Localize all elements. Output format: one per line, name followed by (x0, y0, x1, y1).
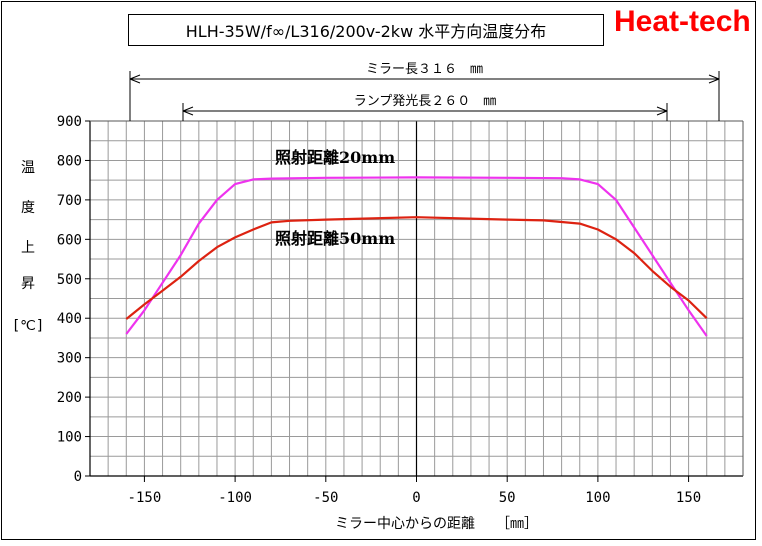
y-tick-label: 700 (57, 193, 82, 209)
y-tick-label: 600 (57, 232, 82, 248)
y-tick-label: 0 (74, 469, 82, 485)
x-tick-label: -100 (218, 490, 252, 506)
series-label-50mm: 照射距離50mm (275, 229, 395, 248)
mirror-length-arrow-right (708, 74, 720, 84)
y-tick-label: 300 (57, 351, 82, 367)
x-tick-label: -50 (313, 490, 338, 506)
x-tick-label: 150 (676, 490, 701, 506)
lamp-length-arrow-right (656, 106, 668, 116)
y-axis-label-char: 度 (21, 200, 35, 216)
series-label-20mm: 照射距離20mm (275, 148, 395, 167)
chart-axes (85, 120, 744, 482)
mirror-length-arrow-left (129, 74, 141, 84)
x-axis-label: ミラー中心からの距離 ［㎜］ (335, 515, 538, 532)
x-tick-label: 50 (499, 490, 516, 506)
lamp-length-label: ランプ発光長２６０ ㎜ (354, 94, 497, 109)
x-tick-label: 100 (585, 490, 610, 506)
y-axis-label-char: 上 (21, 240, 35, 256)
y-axis-label-char: [℃] (12, 318, 45, 334)
y-tick-label: 900 (57, 114, 82, 130)
y-axis-label-char: 温 (21, 160, 35, 176)
y-tick-label: 100 (57, 430, 82, 446)
chart-labels: 0 100 200 300 400 500 600 700 800 900 -150 -100 -50 0… (12, 114, 702, 532)
y-tick-label: 800 (57, 153, 82, 169)
chart-series (125, 176, 708, 337)
y-tick-label: 400 (57, 311, 82, 327)
lamp-length-arrow-left (182, 106, 194, 116)
y-tick-label: 500 (57, 272, 82, 288)
brand-logo: Heat-tech (614, 5, 751, 38)
chart-frame (1, 1, 756, 540)
y-tick-label: 200 (57, 390, 82, 406)
x-tick-label: 0 (412, 490, 420, 506)
series-line-50mm (125, 216, 708, 320)
series-line-20mm (125, 176, 708, 337)
mirror-length-label: ミラー長３１６ ㎜ (366, 62, 483, 77)
x-tick-label: -150 (128, 490, 162, 506)
chart-title: HLH-35W/f∞/L316/200v-2kw 水平方向温度分布 (128, 14, 604, 46)
y-axis-label-char: 昇 (21, 276, 35, 292)
